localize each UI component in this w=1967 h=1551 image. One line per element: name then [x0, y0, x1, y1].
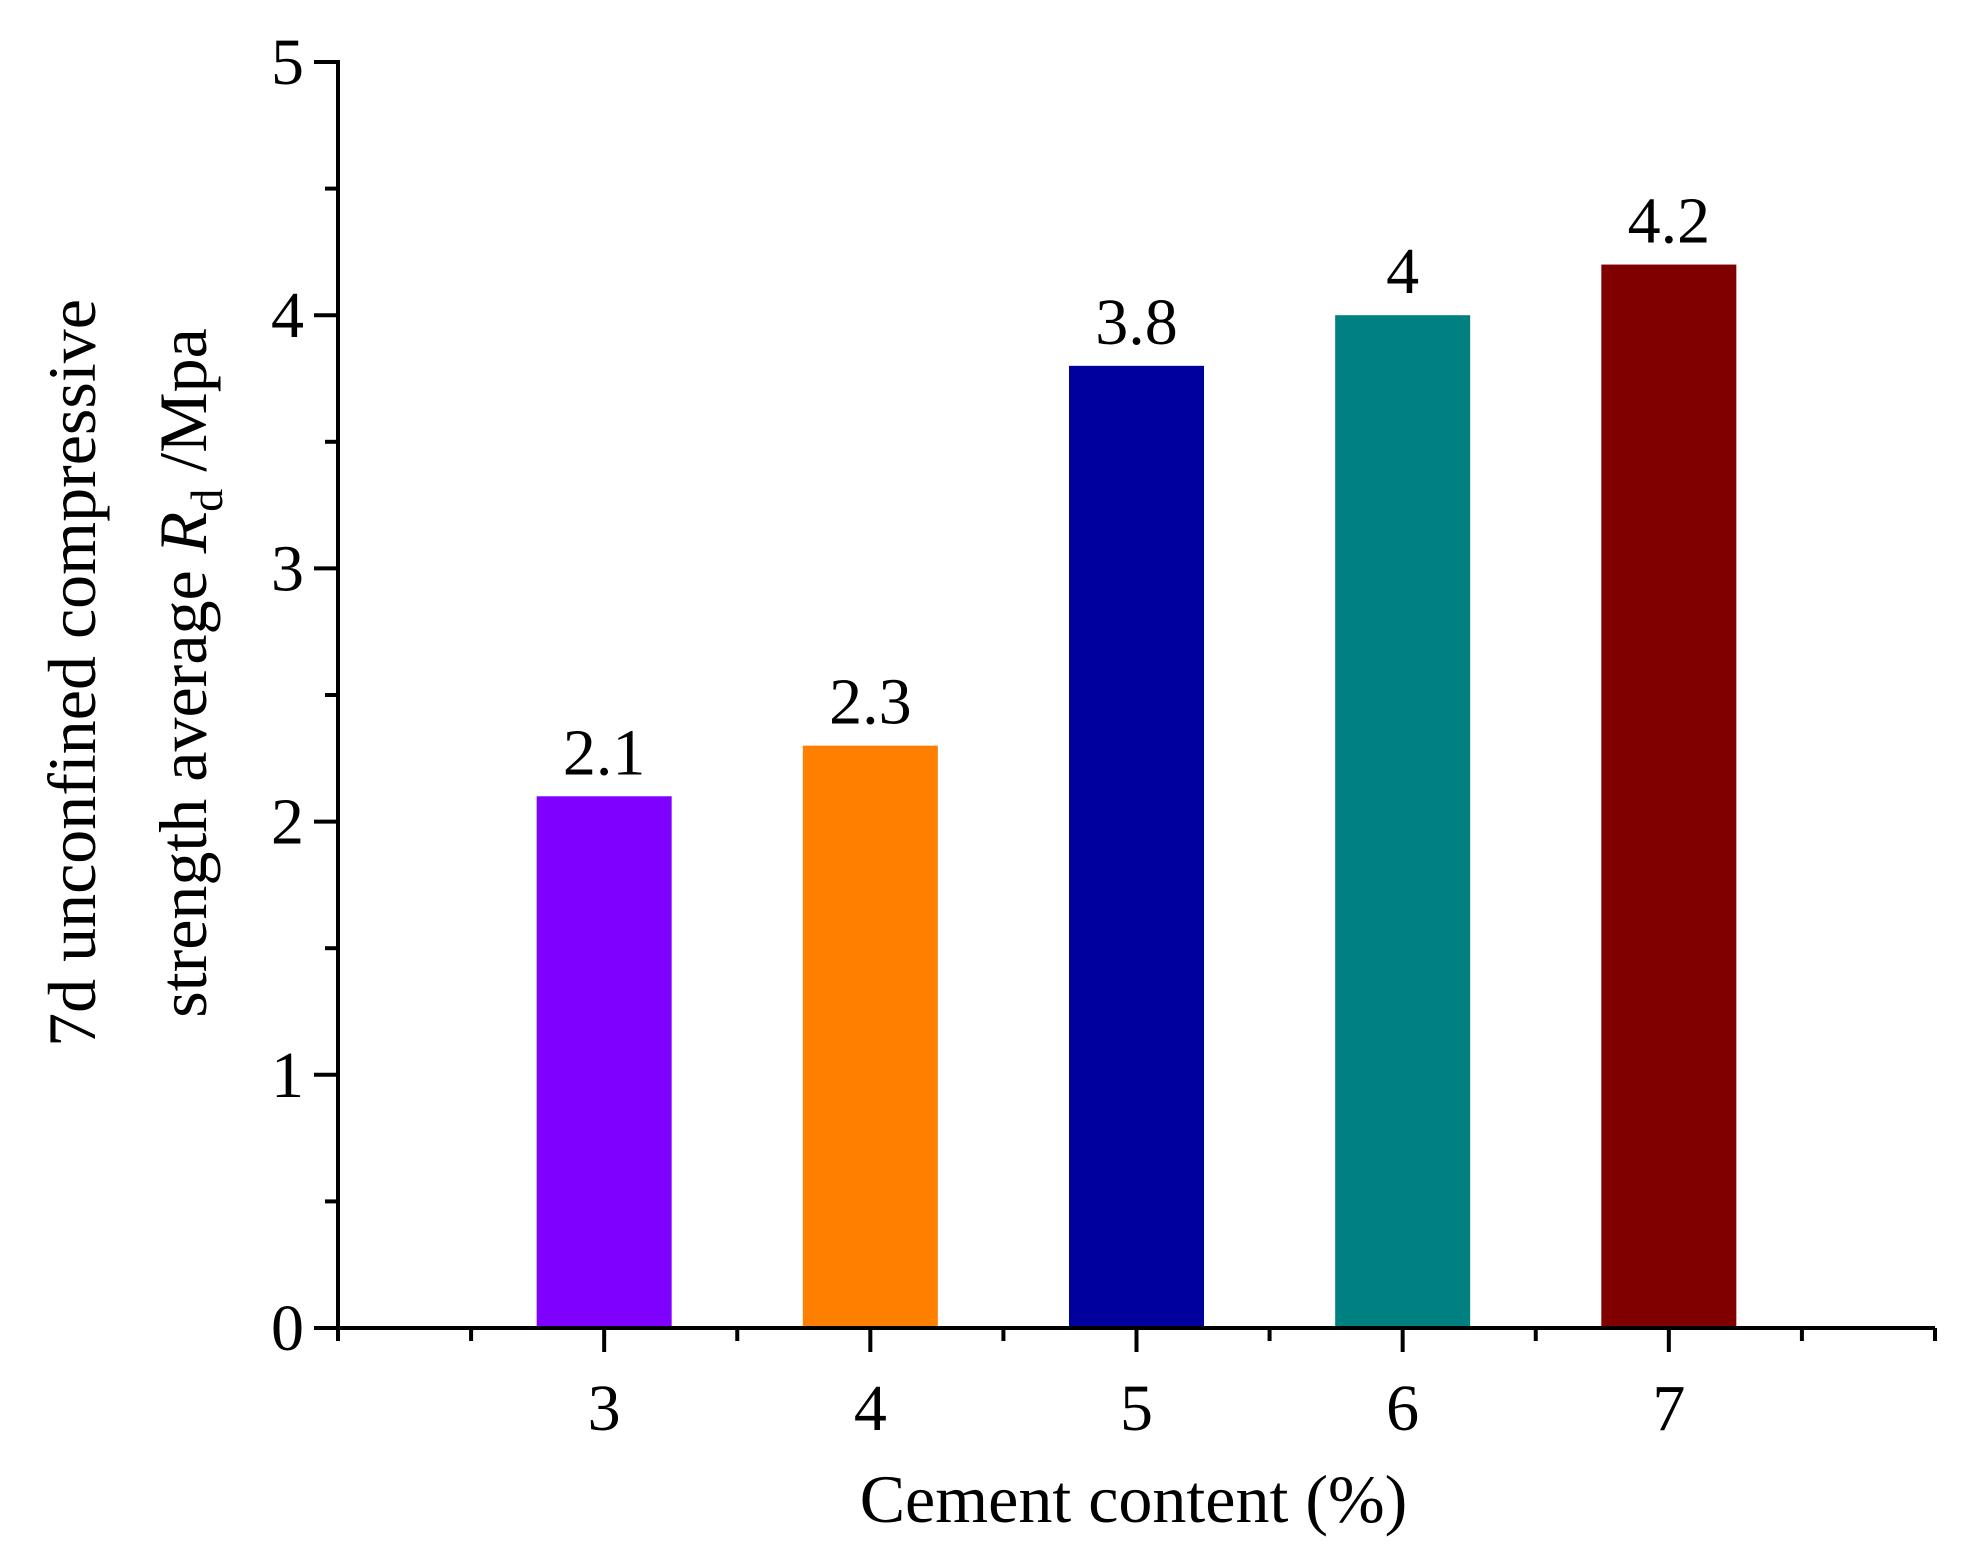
data-label-7: 4.2	[1628, 185, 1711, 258]
x-tick-label: 3	[588, 1372, 621, 1445]
data-label-6: 4	[1386, 235, 1419, 308]
bar-6	[1335, 315, 1471, 1328]
x-axis-title: Cement content (%)	[860, 1461, 1408, 1537]
x-tick-label: 4	[854, 1372, 887, 1445]
y-tick-label: 2	[271, 786, 304, 859]
data-label-4: 2.3	[829, 666, 912, 739]
y-tick-label: 0	[271, 1292, 304, 1365]
bar-3	[536, 796, 672, 1328]
data-label-3: 2.1	[563, 716, 646, 789]
value-labels-group: 2.1 2.3 3.8 4 4.2	[563, 185, 1710, 790]
x-tick-label: 6	[1386, 1372, 1419, 1445]
y-tick-label: 3	[271, 532, 304, 605]
x-ticks-group: 3 4 5 6 7	[336, 1328, 1937, 1445]
y-axis-title-line1: 7d unconfined compressive	[34, 299, 110, 1047]
x-tick-label: 7	[1652, 1372, 1685, 1445]
y-axis-title-line2: strength average Rd /Mpa	[145, 328, 232, 1018]
bar-5	[1069, 365, 1204, 1329]
bar-4	[802, 745, 938, 1328]
y-axis-title: 7d unconfined compressive strength avera…	[34, 299, 232, 1047]
data-label-5: 3.8	[1095, 286, 1178, 359]
x-tick-label: 5	[1120, 1372, 1153, 1445]
y-tick-label: 1	[271, 1039, 304, 1112]
bars-group	[536, 264, 1737, 1329]
y-tick-label: 5	[271, 26, 304, 99]
y-ticks-group: 0 1 2 3 4 5	[271, 26, 338, 1365]
bar-7	[1601, 264, 1737, 1328]
y-tick-label: 4	[271, 279, 304, 352]
